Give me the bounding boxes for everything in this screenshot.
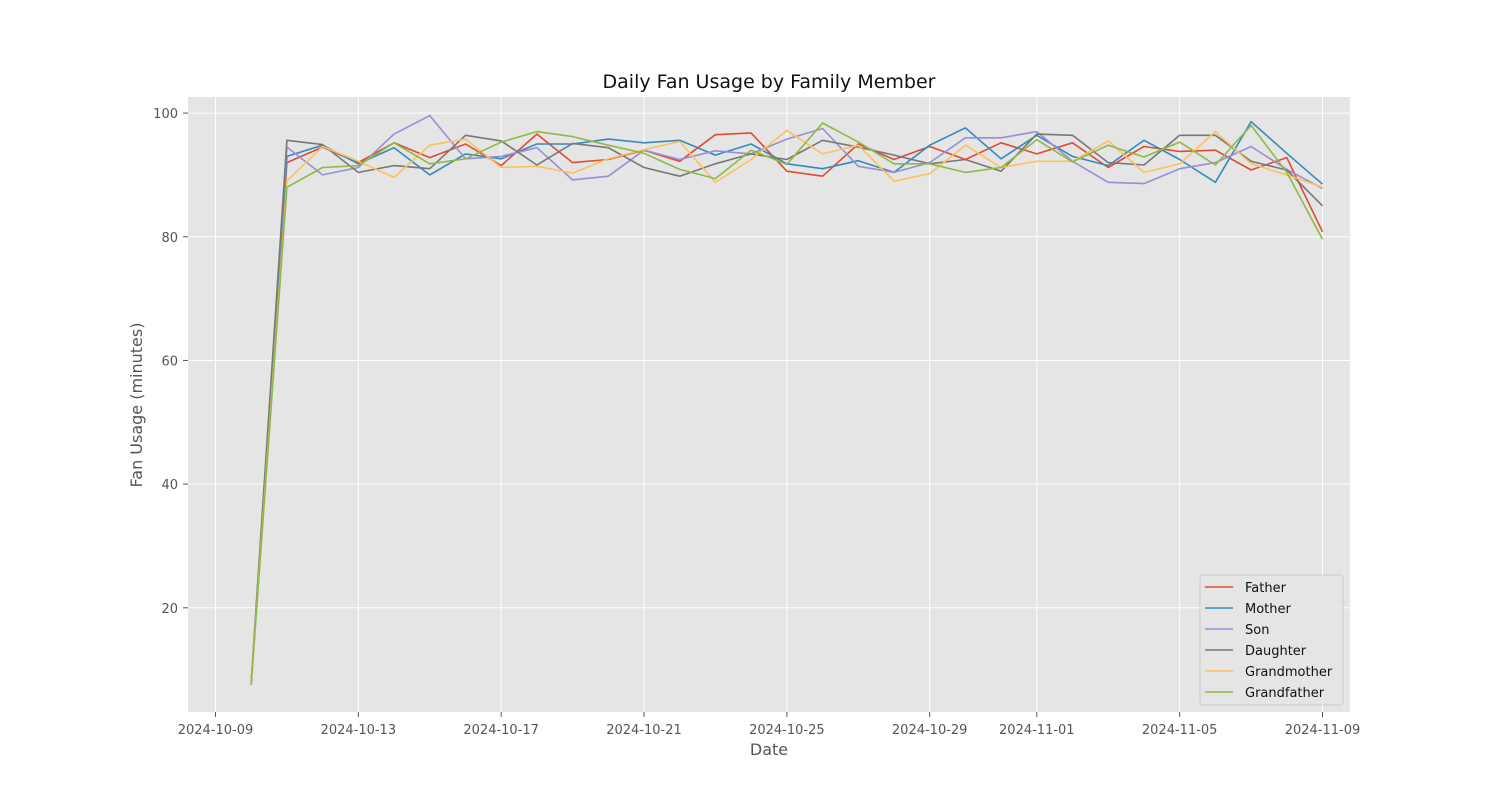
legend-label-daughter: Daughter — [1245, 644, 1307, 659]
chart-title: Daily Fan Usage by Family Member — [603, 71, 936, 93]
x-tick-label: 2024-11-05 — [1142, 723, 1218, 738]
series-line-father — [250, 132, 1324, 683]
legend-label-father: Father — [1245, 581, 1287, 596]
y-tick-label: 60 — [161, 354, 178, 369]
x-tick-label: 2024-10-17 — [463, 723, 539, 738]
x-tick-label: 2024-11-09 — [1285, 723, 1361, 738]
x-tick-label: 2024-10-09 — [178, 723, 254, 738]
y-tick-label: 40 — [161, 478, 178, 493]
series-line-grandfather — [250, 122, 1324, 686]
x-tick-label: 2024-10-13 — [321, 723, 397, 738]
y-tick-label: 80 — [161, 231, 178, 246]
legend-box — [1199, 574, 1344, 706]
y-tick-label: 100 — [153, 107, 178, 122]
x-tick-label: 2024-10-29 — [892, 723, 968, 738]
x-tick-label: 2024-11-01 — [999, 723, 1075, 738]
legend-label-son: Son — [1245, 623, 1269, 638]
series-line-grandmother — [250, 129, 1323, 683]
y-tick-label: 20 — [161, 602, 178, 617]
legend-label-mother: Mother — [1245, 602, 1292, 617]
y-axis-label: Fan Usage (minutes) — [127, 323, 146, 488]
x-axis-ticks: 2024-10-09 2024-10-13 2024-10-17 2024-10-21… — [178, 712, 1361, 738]
series-line-daughter — [250, 133, 1324, 683]
plot-area — [188, 97, 1350, 712]
legend-label-grandfather: Grandfather — [1245, 686, 1325, 701]
y-axis-ticks: 20 40 60 80 100 — [153, 107, 188, 617]
x-axis-label: Date — [750, 740, 788, 759]
legend: Father Mother Son Daughter Grandmother Grandf… — [1199, 574, 1344, 706]
series-lines — [250, 114, 1324, 686]
series-line-son — [250, 114, 1323, 683]
grid-lines — [188, 97, 1350, 712]
x-tick-label: 2024-10-25 — [749, 723, 825, 738]
legend-label-grandmother: Grandmother — [1245, 665, 1333, 680]
x-tick-label: 2024-10-21 — [606, 723, 682, 738]
